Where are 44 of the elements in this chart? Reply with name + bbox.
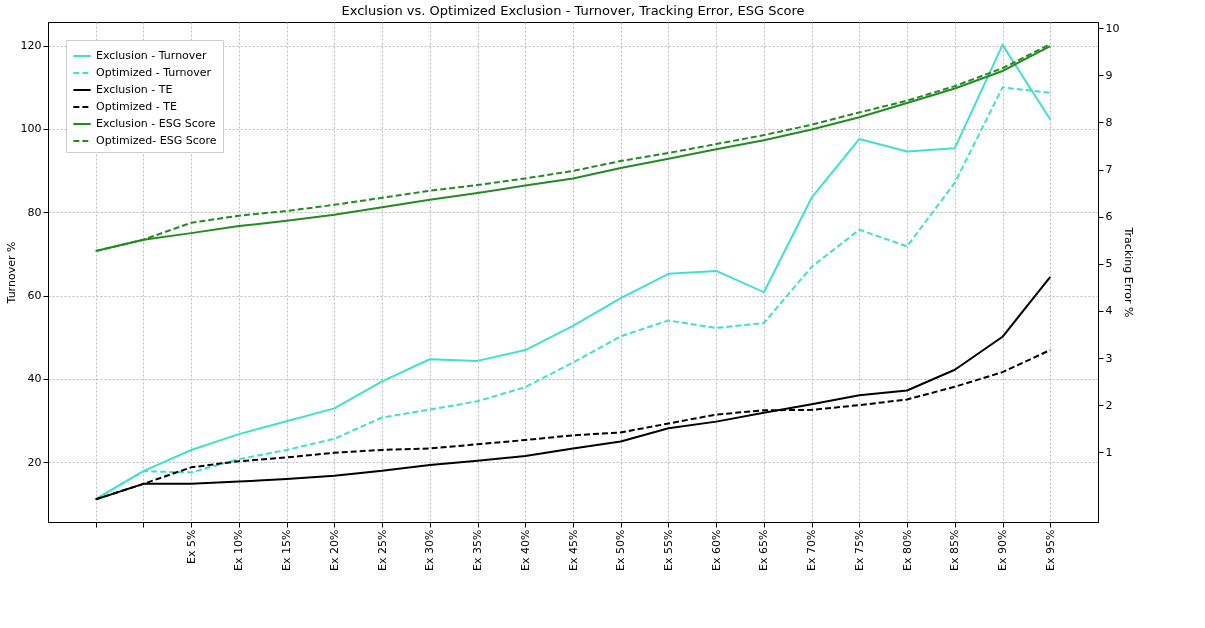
legend-label: Optimized - TE [96, 100, 177, 113]
y-tick-label: 20 [27, 455, 42, 469]
x-tick-label: Ex 65% [757, 529, 771, 571]
y2-tick-label: 6 [1105, 210, 1113, 224]
y-axis-title: Turnover % [4, 241, 18, 305]
y-tick-label: 40 [27, 372, 42, 386]
y2-tick-label: 1 [1105, 445, 1113, 459]
x-tick-label: Ex 20% [327, 529, 341, 571]
y2-tick-label: 10 [1105, 21, 1120, 35]
x-tick-label: Ex 90% [996, 529, 1010, 571]
x-tick-label: Ex 10% [232, 529, 246, 571]
x-tick-label: Ex 95% [1043, 529, 1057, 571]
y2-tick-label: 8 [1105, 115, 1113, 129]
x-tick-label: Ex 70% [805, 529, 819, 571]
y-tick-label: 120 [20, 39, 42, 53]
x-tick-label: Ex 5% [184, 529, 198, 564]
x-tick-label: Ex 30% [423, 529, 437, 571]
y2-tick-label: 5 [1105, 257, 1113, 271]
legend-label: Exclusion - ESG Score [96, 117, 216, 130]
legend-label: Optimized - Turnover [96, 66, 212, 79]
x-tick-label: Ex 60% [709, 529, 723, 571]
y2-tick-label: 3 [1105, 351, 1113, 365]
x-tick-label: Ex 25% [375, 529, 389, 571]
y2-tick-label: 2 [1105, 398, 1113, 412]
chart-title: Exclusion vs. Optimized Exclusion - Turnover, Tracking Error, ESG Score [341, 3, 805, 18]
x-tick-label: Ex 35% [471, 529, 485, 571]
x-tick-label: Ex 75% [852, 529, 866, 571]
legend-label: Exclusion - Turnover [96, 49, 208, 62]
legend-label: Optimized- ESG Score [96, 134, 217, 147]
legend-label: Exclusion - TE [96, 83, 173, 96]
x-tick-label: Ex 50% [614, 529, 628, 571]
x-tick-label: Ex 55% [661, 529, 675, 571]
y2-tick-label: 9 [1105, 68, 1113, 82]
y2-tick-label: 7 [1105, 163, 1113, 176]
x-tick-label: Ex 80% [900, 529, 914, 571]
x-tick-label: Ex 85% [948, 529, 962, 571]
y2-tick-label: 4 [1105, 304, 1113, 318]
y2-axis-title: Tracking Error % [1122, 226, 1136, 318]
y-tick-label: 100 [20, 122, 42, 136]
x-tick-label: Ex 45% [566, 529, 580, 571]
x-tick-label: Ex 15% [280, 529, 294, 571]
y-tick-label: 80 [27, 205, 42, 219]
x-tick-label: Ex 40% [518, 529, 532, 571]
y-tick-label: 60 [27, 289, 42, 303]
